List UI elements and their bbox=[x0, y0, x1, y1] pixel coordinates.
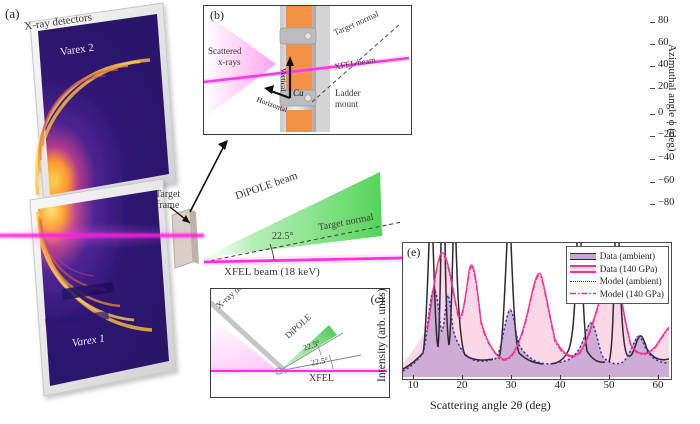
series-data-140gpa-fill bbox=[403, 256, 669, 377]
panel-e-xlabel: Scattering angle 2θ (deg) bbox=[430, 398, 551, 412]
ytick-label: −20 bbox=[658, 129, 675, 140]
panel-c: (c) X-ray detectors DiPOLE 22.5° 22.5° X… bbox=[210, 288, 390, 398]
panel-e-axes: Data (ambient) Data (140 GPa) Model (amb… bbox=[402, 242, 672, 380]
legend-item-model-ambient: Model (ambient) bbox=[569, 275, 664, 288]
legend-swatch-model-140gpa bbox=[569, 289, 596, 298]
label-target-frame: Target frame bbox=[155, 189, 181, 211]
legend-dashdot-line bbox=[569, 293, 596, 295]
xtick-label: 30 bbox=[505, 379, 517, 391]
panel-c-schematic bbox=[211, 300, 387, 375]
panel-a-tag: (a) bbox=[5, 6, 20, 21]
series-model-ambient-line bbox=[403, 289, 669, 372]
ytick-label: −80 bbox=[658, 197, 675, 208]
label-xfel-c: XFEL bbox=[309, 373, 334, 384]
xfel-beam-line-a bbox=[0, 232, 204, 239]
label-mount: mount bbox=[335, 99, 359, 109]
label-xrays: x-rays bbox=[218, 57, 241, 67]
panel-e-plot bbox=[403, 243, 669, 377]
legend-label: Model (ambient) bbox=[599, 276, 662, 286]
legend-item-model-140gpa: Model (140 GPa) bbox=[569, 288, 664, 301]
panel-d-ylabel: Azimuthal angle ϕ (deg) bbox=[666, 44, 678, 152]
legend-swatch-model-ambient bbox=[569, 277, 596, 286]
ytick-label: 20 bbox=[658, 81, 669, 92]
label-cu: Cu bbox=[293, 88, 304, 98]
xtick-label: 50 bbox=[603, 379, 615, 391]
label-angle-mid: 22.5° bbox=[272, 231, 294, 242]
ytick-label: 80 bbox=[658, 15, 669, 26]
series-data-ambient-fill bbox=[403, 286, 669, 377]
target-frame-arrow bbox=[169, 206, 191, 224]
mid-schematic: DiPOLE beam Target normal 22.5° XFEL bea… bbox=[196, 140, 412, 288]
panel-d-wrap: (111) (200) (220) (311) (222) (400) bbox=[418, 4, 700, 218]
panel-e-ylabel: Intensity (arb. units) bbox=[376, 288, 388, 382]
ytick-label: 40 bbox=[658, 59, 669, 70]
panel-b: (b) Scattered x-rays Target normal XFEL … bbox=[203, 5, 412, 135]
ytick-label: 0 bbox=[658, 107, 664, 118]
panel-c-tag: (c) bbox=[370, 292, 384, 306]
xtick-label: 10 bbox=[407, 379, 419, 391]
panel-e-tag: (e) bbox=[407, 245, 421, 259]
label-ladder: Ladder bbox=[335, 88, 361, 98]
panel-e-wrap: Intensity (arb. units) bbox=[370, 238, 700, 424]
dipole-geometry bbox=[202, 172, 403, 266]
legend-label: Data (140 GPa) bbox=[599, 263, 658, 274]
ytick-label: 60 bbox=[658, 37, 669, 48]
legend-item-data-140gpa: Data (140 GPa) bbox=[569, 263, 664, 276]
panel-a: (a) bbox=[0, 0, 204, 424]
label-xfel-beam-energy: XFEL beam (18 keV) bbox=[224, 266, 320, 278]
xtick-label: 60 bbox=[652, 379, 664, 391]
series-data-ambient-line bbox=[403, 243, 669, 370]
ytick-label: −40 bbox=[658, 152, 675, 163]
xtick-label: 20 bbox=[456, 379, 468, 391]
pointer-arrow-b bbox=[189, 140, 228, 213]
detector-varex1 bbox=[29, 178, 177, 397]
ytick-label: −60 bbox=[658, 175, 675, 186]
legend-swatch-data-ambient bbox=[569, 252, 596, 261]
panel-b-schematic bbox=[204, 6, 409, 132]
legend-label: Model (140 GPa) bbox=[599, 288, 664, 299]
detector-assembly bbox=[29, 2, 199, 397]
panel-b-tag: (b) bbox=[210, 8, 224, 22]
xtick-label: 40 bbox=[554, 379, 566, 391]
label-vertical: Vertical bbox=[279, 68, 288, 92]
legend-item-data-ambient: Data (ambient) bbox=[569, 250, 664, 263]
detector-varex2 bbox=[29, 2, 177, 206]
legend-swatch-data-140gpa bbox=[569, 264, 596, 273]
legend-label: Data (ambient) bbox=[599, 251, 656, 261]
label-scattered: Scattered bbox=[208, 46, 242, 56]
panel-e-legend: Data (ambient) Data (140 GPa) Model (amb… bbox=[565, 246, 669, 304]
